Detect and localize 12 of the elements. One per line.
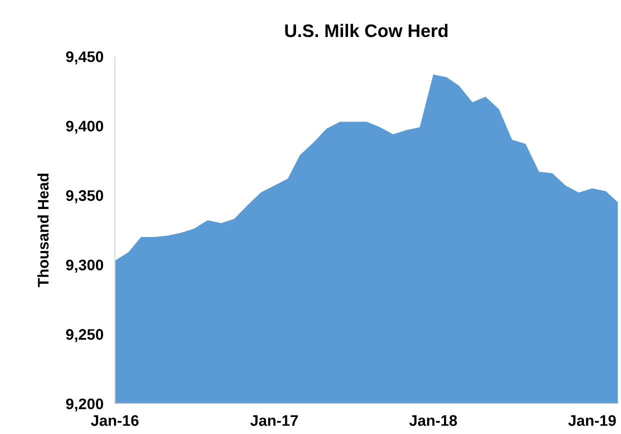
x-tick-label: Jan-18	[409, 415, 457, 426]
y-tick-label: 9,250	[66, 329, 104, 342]
x-tick-label: Jan-19	[568, 415, 616, 426]
x-tick-label: Jan-17	[250, 415, 298, 426]
y-tick-label: 9,200	[66, 398, 104, 412]
x-tick-label: Jan-16	[90, 415, 139, 426]
y-tick-label: 9,450	[66, 51, 104, 64]
y-tick-label: 9,350	[66, 190, 104, 204]
chart-title: U.S. Milk Cow Herd	[285, 24, 448, 38]
y-axis-title: Thousand Head	[37, 174, 49, 288]
y-tick-label: 9,400	[66, 120, 104, 134]
y-tick-label: 9,300	[66, 260, 104, 273]
